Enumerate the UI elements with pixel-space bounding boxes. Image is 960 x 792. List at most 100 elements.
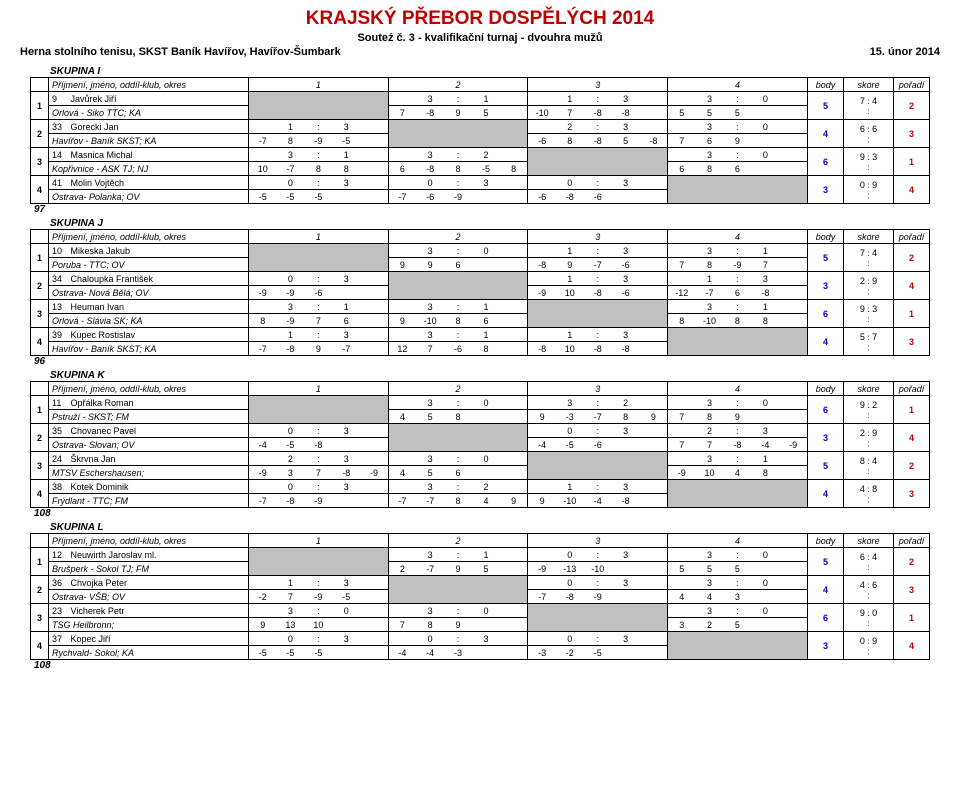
row-index: 2 [31,272,49,300]
set-val: 7 [668,258,696,272]
self-cell [249,92,389,120]
col-opp-2: 2 [388,382,528,396]
col-name: Příjmení, jméno, oddíl-klub, okres [49,382,249,396]
player-row-top: 313 Heuman Ivan3:13:13:169 : 3:1 [31,300,930,314]
match-score-b: 3 [612,244,640,258]
set-score: 4 : 6: [844,576,894,604]
set-val: -5 [556,438,584,452]
group-table: Příjmení, jméno, oddíl-klub, okres1234bo… [30,381,930,508]
set-val: 4 [472,494,500,508]
body-points: 3 [808,176,844,204]
set-val: -8 [416,106,444,120]
match-score-a: 0 [416,632,444,646]
body-points: 4 [808,120,844,148]
match-score-a: 0 [276,632,304,646]
set-val [751,106,779,120]
set-val [612,646,640,660]
match-score-a: 0 [276,424,304,438]
page-title: KRAJSKÝ PŘEBOR DOSPĚLÝCH 2014 [20,8,940,30]
set-val: -10 [584,562,612,576]
match-score-a: 3 [696,92,724,106]
set-val: 7 [304,466,332,480]
match-score-a: 3 [416,396,444,410]
set-val [779,162,807,176]
set-val: -13 [556,562,584,576]
player-name: 10 Mikeska Jakub [49,244,249,258]
set-val [360,342,388,356]
set-val: -9 [528,562,556,576]
set-val: -6 [612,286,640,300]
set-val [332,494,360,508]
match-score-b: 3 [472,632,500,646]
set-val: -8 [584,342,612,356]
set-val: 7 [388,106,416,120]
match-score-a: 1 [276,576,304,590]
set-val: -5 [276,438,304,452]
match-score-b: 0 [472,604,500,618]
set-val: -7 [276,162,304,176]
set-val: 9 [444,106,472,120]
match-score-a: 3 [696,452,724,466]
set-val: 12 [388,342,416,356]
col-opp-3: 3 [528,534,668,548]
player-row-top: 438 Kotek Dominik0:33:21:344 : 8:3 [31,480,930,494]
set-val: -8 [612,494,640,508]
set-val: -5 [472,162,500,176]
set-val: -6 [584,438,612,452]
set-val: -6 [528,134,556,148]
col-opp-2: 2 [388,230,528,244]
set-val [779,618,807,632]
set-val: -7 [416,494,444,508]
match-score-b: 3 [332,576,360,590]
match-score-b: 0 [751,120,779,134]
col-body: body [808,534,844,548]
set-score: 7 : 4: [844,92,894,120]
set-val: 6 [723,286,751,300]
match-score-b: 3 [612,176,640,190]
set-val: 7 [388,618,416,632]
player-row-bot: Pstruží - SKST; FM4589-3-789789 [31,410,930,424]
self-cell [249,396,389,424]
set-val: -9 [249,466,277,480]
self-cell [388,120,528,148]
set-val: -8 [612,106,640,120]
match-score-b: 1 [751,300,779,314]
set-score: 5 : 7: [844,328,894,356]
set-val [360,314,388,328]
set-val [779,590,807,604]
set-val [779,134,807,148]
set-val [751,562,779,576]
match-score-a: 3 [556,396,584,410]
set-val: 9 [528,494,556,508]
set-val: 10 [556,342,584,356]
player-name: 12 Neuwirth Jaroslav ml. [49,548,249,562]
player-row-bot: Brušperk - Sokol TJ; FM2-795-9-13-10555 [31,562,930,576]
self-cell [668,632,808,660]
match-score-b: 3 [612,632,640,646]
match-score-b: 3 [612,576,640,590]
match-score-b: 0 [332,604,360,618]
row-index: 4 [31,632,49,660]
set-val: -7 [528,590,556,604]
match-score-a: 0 [276,480,304,494]
match-score-b: 0 [472,396,500,410]
col-name: Příjmení, jméno, oddíl-klub, okres [49,78,249,92]
rank: 2 [894,92,930,120]
set-val [500,646,528,660]
self-cell [668,480,808,508]
player-row-bot: Poruba - TTC; OV996-89-7-678-97 [31,258,930,272]
set-val: 7 [668,438,696,452]
player-row-top: 234 Chaloupka František0:31:31:332 : 9:4 [31,272,930,286]
row-index: 3 [31,148,49,176]
match-score-b: 3 [612,424,640,438]
set-val: -2 [556,646,584,660]
row-index: 4 [31,328,49,356]
match-score-a: 2 [696,424,724,438]
club-name: TSG Heilbronn; [49,618,249,632]
set-val: 8 [723,314,751,328]
set-val: -4 [584,494,612,508]
set-val: 6 [723,162,751,176]
body-points: 5 [808,244,844,272]
set-val: -3 [444,646,472,660]
set-val: 9 [249,618,277,632]
